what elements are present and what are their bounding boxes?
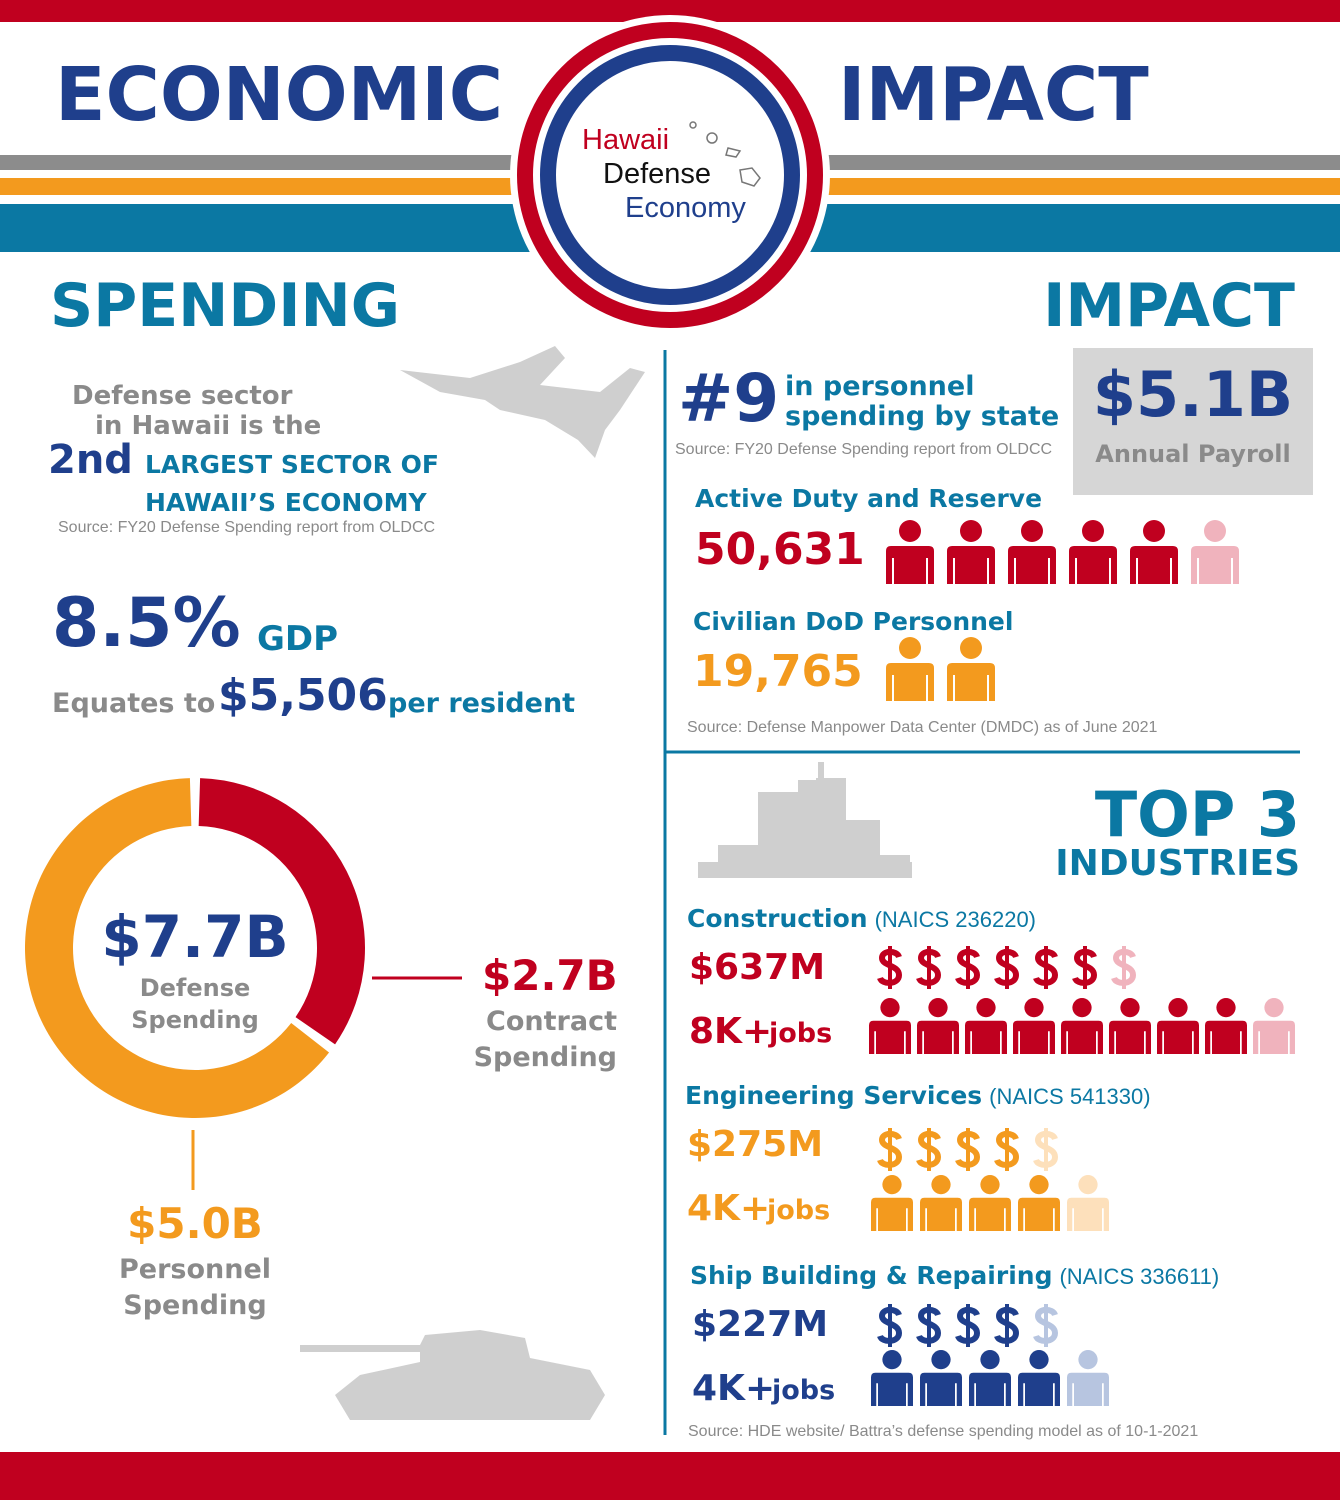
label: Civilian DoD Personnel [693,607,1014,636]
logo-ring-navy [540,45,800,305]
label: Active Duty and Reserve [695,484,1043,513]
source: Source: Defense Manpower Data Center (DM… [687,719,1158,736]
donut [25,778,365,1118]
gdp-value: 8.5% [52,584,241,663]
logo-text: Defense [603,158,712,190]
industry-jobs: 4K+ [692,1368,776,1409]
engineering-icons [871,1128,1109,1231]
industry-heading: Ship Building & Repairing (NAICS 336611) [690,1263,1219,1288]
gdp-unit: GDP [257,619,339,659]
industry-code: (NAICS 541330) [989,1084,1151,1109]
text: Equates to [52,688,216,719]
industry-heading: Construction (NAICS 236220) [687,906,1036,931]
industry-jobs-unit: jobs [769,1018,833,1049]
industry-jobs: 4K+ [687,1188,771,1229]
value-label: $5.0B [127,1199,263,1248]
logo-text: Hawaii [582,124,670,156]
logo-ring-red [517,22,823,328]
industry-jobs-unit: jobs [772,1375,836,1406]
category-label: Contract Spending [473,1006,617,1073]
value-label: $2.7B [482,951,618,1000]
text: in personnel [785,371,975,402]
source: Source: HDE website/ Battra’s defense sp… [688,1423,1199,1440]
logo-bg [510,15,830,335]
center-label: $7.7B [101,903,289,971]
civilian-icons [886,637,995,701]
rank: 2nd [48,437,133,483]
heading: TOP 3 [1094,778,1300,851]
industry-amount: $275M [687,1124,824,1165]
construction-icons [869,946,1295,1054]
industry-name: Ship Building & Repairing [690,1261,1053,1290]
text: LARGEST SECTOR OF [145,450,439,479]
amount: $5,506 [218,670,388,721]
text: per resident [388,688,576,719]
text: Defense sector [72,381,293,411]
industry-code: (NAICS 336611) [1059,1264,1220,1289]
industry-name: Engineering Services [685,1081,983,1110]
donut-segment [25,778,330,1118]
islands [689,121,761,187]
title: IMPACT [838,52,1149,138]
title: ECONOMIC [55,52,504,138]
text: in Hawaii is the [95,411,322,441]
text: spending by state [785,401,1060,432]
heading: IMPACT [1043,271,1295,341]
logo-text: Economy [625,192,746,224]
category-label: Personnel Spending [118,1254,272,1321]
heading: SPENDING [50,271,400,341]
payroll-label: Annual Payroll [1095,440,1291,468]
active-icons [886,520,1239,584]
source: Source: FY20 Defense Spending report fro… [675,441,1053,458]
industry-jobs: 8K+ [689,1011,773,1052]
heading: INDUSTRIES [1055,843,1300,884]
top-bar [0,0,1340,22]
source: Source: FY20 Defense Spending report fro… [58,519,436,536]
value: 19,765 [693,646,863,697]
industry-heading: Engineering Services (NAICS 541330) [685,1083,1151,1108]
payroll-box: $5.1B Annual Payroll [1073,348,1313,495]
jet-silhouette [400,346,645,458]
industry-name: Construction [687,904,868,933]
rank: #9 [678,360,780,437]
industry-jobs-unit: jobs [767,1195,831,1226]
industry-amount: $227M [692,1304,829,1345]
text: HAWAII’S ECONOMY [145,488,427,517]
tank-silhouette [300,1330,605,1420]
industry-code: (NAICS 236220) [874,907,1037,932]
shipbuilding-icons [871,1304,1109,1406]
skyline [698,762,912,878]
center-text: Defense Spending [131,974,259,1034]
industry-amount: $637M [689,947,826,988]
payroll-value: $5.1B [1092,358,1294,431]
bottom-bar [0,1452,1340,1500]
donut-segment [198,778,365,1045]
value: 50,631 [695,524,865,575]
